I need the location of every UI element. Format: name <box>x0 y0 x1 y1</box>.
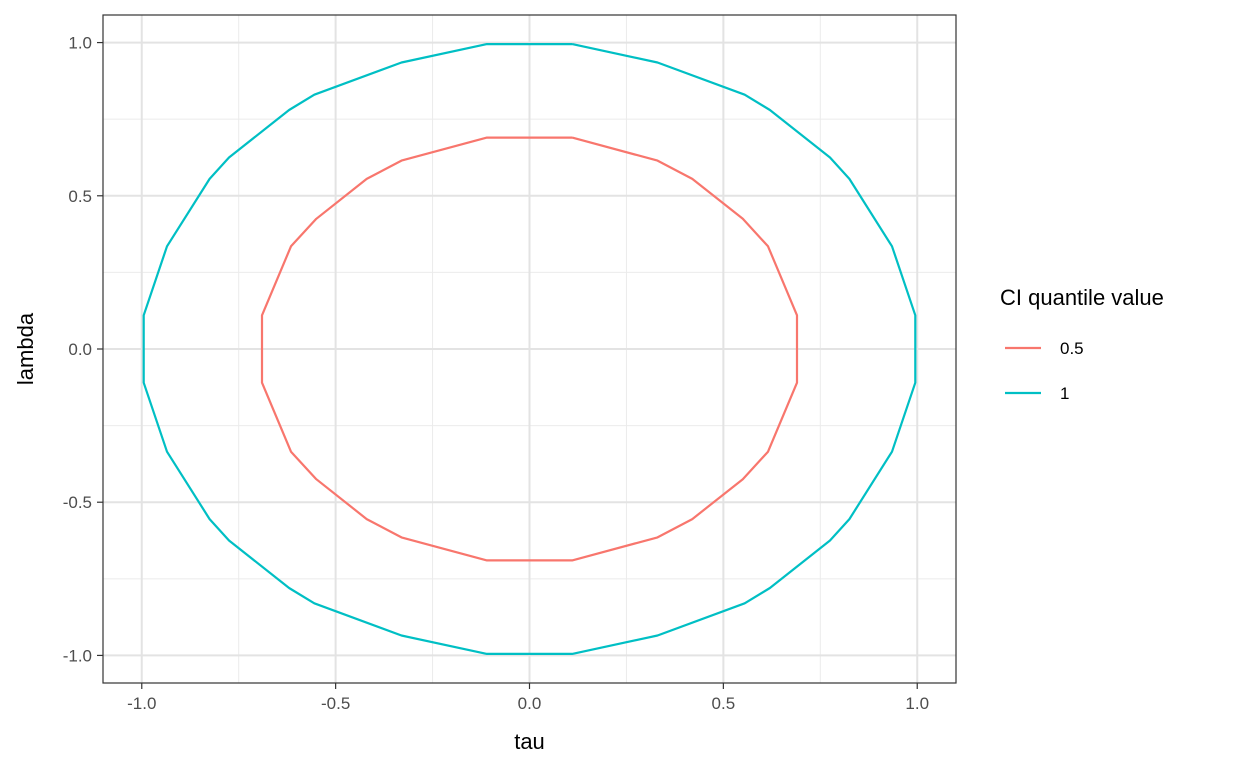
y-tick-label: -1.0 <box>63 646 92 665</box>
x-axis: -1.0 -0.5 0.0 0.5 1.0 <box>127 683 929 713</box>
x-tick-label: 0.5 <box>712 694 736 713</box>
legend-label: 0.5 <box>1060 339 1084 358</box>
x-tick-label: 0.0 <box>518 694 542 713</box>
x-tick-label: 1.0 <box>905 694 929 713</box>
y-axis: -1.0 -0.5 0.0 0.5 1.0 <box>63 34 103 665</box>
series-line-1 <box>142 42 917 656</box>
x-tick-label: -0.5 <box>321 694 350 713</box>
series-line-0-5 <box>260 136 799 562</box>
major-gridlines <box>103 15 956 683</box>
y-tick-label: 0.5 <box>68 187 92 206</box>
y-tick-label: 1.0 <box>68 34 92 53</box>
y-tick-label: -0.5 <box>63 493 92 512</box>
x-axis-title: tau <box>514 729 545 754</box>
legend-label: 1 <box>1060 384 1069 403</box>
x-tick-label: -1.0 <box>127 694 156 713</box>
y-axis-title: lambda <box>13 312 38 385</box>
legend: CI quantile value 0.5 1 <box>1000 285 1164 403</box>
legend-title: CI quantile value <box>1000 285 1164 310</box>
series-layer <box>142 42 917 656</box>
y-tick-label: 0.0 <box>68 340 92 359</box>
